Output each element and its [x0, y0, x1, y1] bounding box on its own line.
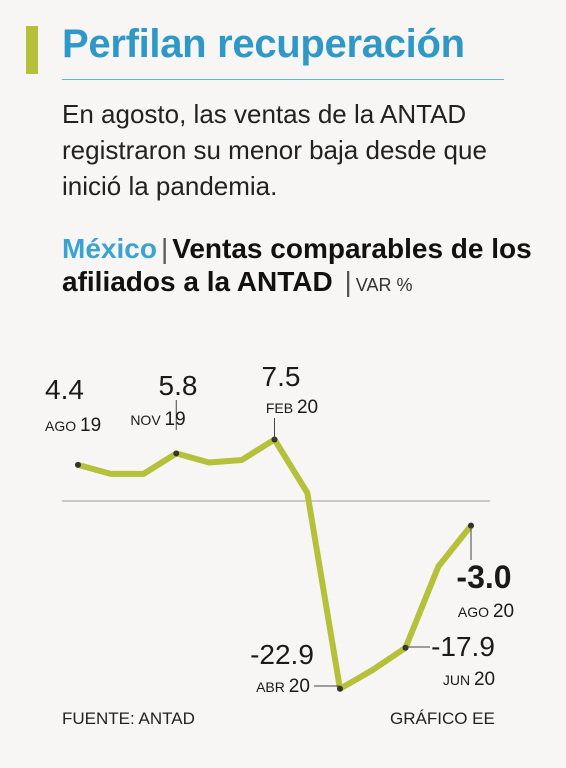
source-note: FUENTE: ANTAD [62, 709, 195, 728]
chart-marks [75, 400, 474, 692]
data-date-label: NOV 19 [130, 409, 185, 430]
heading-separator: | [160, 233, 169, 264]
chart-unit: VAR % [355, 275, 413, 295]
data-date-label: ABR 20 [256, 676, 310, 697]
data-point-marker [75, 461, 81, 468]
data-point-marker [402, 644, 409, 651]
data-value-label: -3.0 [456, 559, 511, 595]
chart-heading: México | Ventas comparables de los afiliad… [62, 232, 542, 302]
title-accent-bar [26, 26, 38, 74]
title-divider [62, 79, 504, 80]
data-value-label: 4.4 [45, 374, 84, 405]
data-date-label: JUN 20 [443, 669, 495, 690]
chart-title: Ventas comparables de los afiliados a la… [62, 233, 532, 297]
data-date-label: FEB 20 [266, 397, 318, 418]
chart-country: México [62, 233, 157, 264]
graphic-credit: GRÁFICO EE [390, 709, 495, 728]
unit-separator: | [344, 266, 352, 297]
data-value-label: -22.9 [250, 639, 314, 670]
data-value-label: -17.9 [431, 631, 495, 662]
data-point-marker [173, 450, 180, 457]
page-subtitle: En agosto, las ventas de la ANTAD regist… [62, 99, 487, 201]
data-value-label: 5.8 [159, 370, 198, 401]
data-point-marker [468, 522, 474, 529]
data-date-label: AGO 20 [458, 601, 514, 622]
data-date-label: AGO 19 [45, 415, 101, 436]
chart-labels: 4.4 AGO 19 5.8 NOV 19 7.5 FEB 20 -22.9 ABR 20 -1… [45, 361, 514, 697]
page-title: Perfilan recuperación [62, 22, 465, 66]
data-point-marker [337, 685, 343, 692]
data-value-label: 7.5 [262, 361, 301, 392]
